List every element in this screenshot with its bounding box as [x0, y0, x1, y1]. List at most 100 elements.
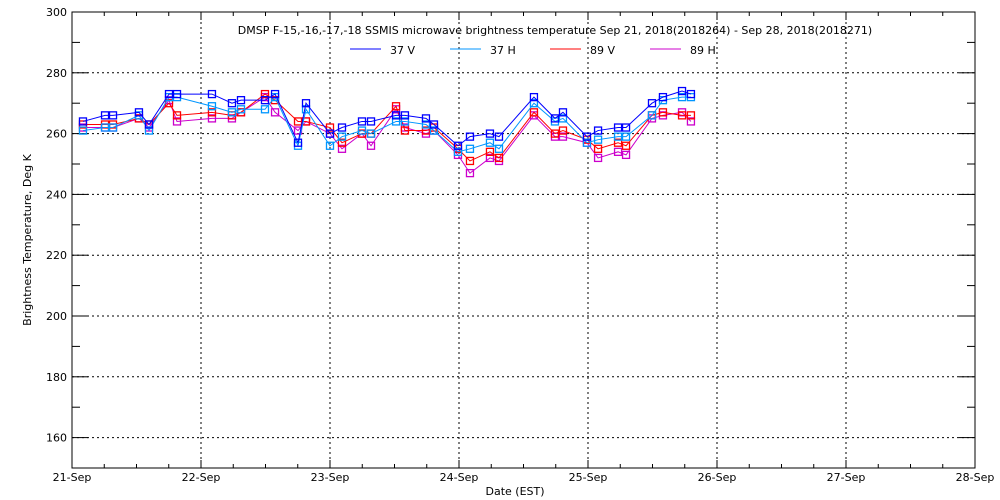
data-point	[593, 144, 603, 153]
data-point	[494, 144, 504, 153]
data-point	[144, 126, 154, 135]
data-point	[108, 111, 118, 120]
data-point	[485, 138, 495, 147]
y-tick-label: 300	[46, 6, 67, 19]
data-point	[227, 108, 237, 117]
data-point	[172, 89, 182, 99]
series-line	[82, 90, 692, 147]
data-point	[400, 117, 410, 126]
data-point	[485, 153, 495, 163]
data-point	[613, 138, 623, 147]
data-point	[144, 120, 154, 129]
data-point	[558, 126, 568, 135]
data-point	[686, 111, 696, 120]
data-point	[465, 144, 475, 153]
legend-label: 37 H	[490, 44, 516, 57]
data-point	[429, 126, 439, 135]
data-point	[621, 150, 631, 160]
data-point	[494, 132, 504, 141]
data-point	[582, 138, 592, 147]
data-point	[647, 111, 657, 120]
data-point	[207, 108, 217, 117]
x-tick-label: 22-Sep	[182, 471, 221, 484]
y-axis-label: Brightness Temperature, Deg K	[21, 153, 34, 325]
data-point	[465, 168, 475, 178]
data-point	[78, 117, 88, 126]
y-tick-label: 160	[46, 432, 67, 445]
data-point	[621, 123, 631, 132]
data-point	[558, 132, 568, 141]
data-point	[227, 99, 237, 108]
data-point	[207, 114, 217, 123]
y-tick-label: 240	[46, 188, 67, 201]
y-tick-label: 260	[46, 128, 67, 141]
data-point	[357, 126, 367, 135]
data-point	[164, 89, 174, 99]
data-point	[366, 129, 376, 138]
data-point	[421, 114, 431, 123]
data-point	[301, 105, 311, 114]
data-point	[100, 123, 110, 132]
data-point	[78, 126, 88, 135]
data-point	[686, 89, 696, 99]
legend-entry: 89 V	[550, 44, 615, 57]
x-tick-label: 27-Sep	[827, 471, 866, 484]
data-point	[337, 123, 347, 132]
data-point	[270, 108, 280, 117]
data-point	[260, 105, 270, 114]
x-tick-label: 28-Sep	[956, 471, 995, 484]
legend-entry: 37 V	[350, 44, 415, 57]
data-point	[582, 132, 592, 141]
data-point	[391, 102, 401, 111]
data-point	[400, 111, 410, 120]
data-point	[337, 132, 347, 141]
data-point	[207, 102, 217, 111]
data-point	[325, 129, 335, 138]
data-point	[647, 99, 657, 108]
series-37v	[78, 86, 696, 150]
data-point	[172, 117, 182, 126]
legend-entry: 37 H	[450, 44, 516, 57]
data-point	[100, 111, 110, 120]
data-point	[593, 153, 603, 163]
data-point	[453, 147, 463, 156]
data-point	[658, 92, 668, 102]
data-point	[529, 92, 539, 102]
data-point	[391, 111, 401, 120]
x-tick-label: 25-Sep	[569, 471, 608, 484]
data-point	[325, 123, 335, 132]
x-tick-label: 21-Sep	[53, 471, 92, 484]
data-point	[465, 156, 475, 166]
data-point	[108, 123, 118, 132]
data-point	[429, 120, 439, 129]
data-point	[550, 114, 560, 123]
data-point	[677, 92, 687, 102]
data-point	[293, 138, 303, 147]
data-point	[400, 126, 410, 135]
y-tick-label: 180	[46, 371, 67, 384]
data-point	[421, 120, 431, 129]
data-point	[558, 108, 568, 117]
legend-label: 89 V	[590, 44, 615, 57]
x-axis-label: Date (EST)	[485, 485, 544, 498]
data-point	[485, 129, 495, 138]
data-point	[453, 141, 463, 150]
chart-title: DMSP F-15,-16,-17,-18 SSMIS microwave br…	[238, 24, 872, 37]
data-point	[677, 111, 687, 120]
data-point	[494, 153, 504, 163]
data-point	[686, 117, 696, 126]
data-point	[270, 89, 280, 99]
data-point	[613, 147, 623, 156]
data-point	[337, 144, 347, 153]
data-point	[325, 141, 335, 150]
x-tick-label: 26-Sep	[698, 471, 737, 484]
x-tick-label: 23-Sep	[311, 471, 350, 484]
data-point	[391, 117, 401, 126]
data-point	[421, 126, 431, 135]
plot-frame	[71, 11, 976, 469]
data-point	[366, 117, 376, 126]
y-tick-label: 280	[46, 67, 67, 80]
data-point	[593, 126, 603, 135]
